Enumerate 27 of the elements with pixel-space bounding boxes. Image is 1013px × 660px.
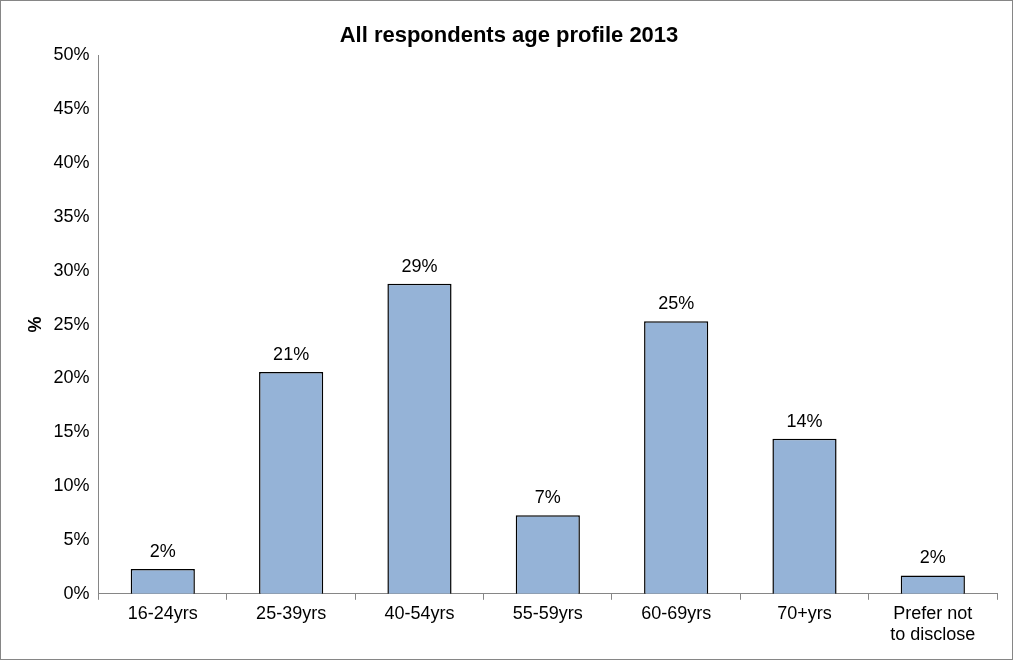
data-label: 21%: [273, 343, 310, 364]
y-tick-label: 5%: [63, 528, 90, 549]
y-tick-label: 35%: [53, 205, 90, 226]
x-tick-label: 55-59yrs: [512, 602, 583, 623]
y-tick-label: 20%: [53, 367, 90, 388]
data-label: 29%: [401, 255, 438, 276]
data-label: 25%: [658, 293, 695, 314]
y-tick-label: 0%: [63, 582, 90, 603]
chart-title: All respondents age profile 2013: [339, 22, 679, 48]
y-tick-label: 25%: [53, 313, 90, 334]
x-tick-label: 25-39yrs: [256, 602, 327, 623]
y-tick-label: 40%: [53, 152, 90, 173]
y-tick-label: 15%: [53, 421, 90, 442]
y-tick-label: 45%: [53, 98, 90, 119]
x-tick-label: 40-54yrs: [384, 602, 455, 623]
data-label: 2%: [149, 541, 176, 561]
data-label: 2%: [919, 547, 946, 568]
y-tick-label: 50%: [53, 44, 90, 65]
x-tick-label: 70+yrs: [777, 602, 832, 623]
x-tick-label: 60-69yrs: [641, 602, 712, 623]
x-tick-label: Prefer not to disclose: [890, 602, 976, 645]
y-tick-label: 10%: [53, 475, 90, 496]
x-tick-label: 16-24yrs: [127, 602, 198, 623]
data-label: 7%: [534, 487, 561, 508]
y-tick-label: 30%: [53, 259, 90, 280]
y-axis-title: %: [24, 316, 45, 333]
data-label: 14%: [786, 410, 823, 431]
